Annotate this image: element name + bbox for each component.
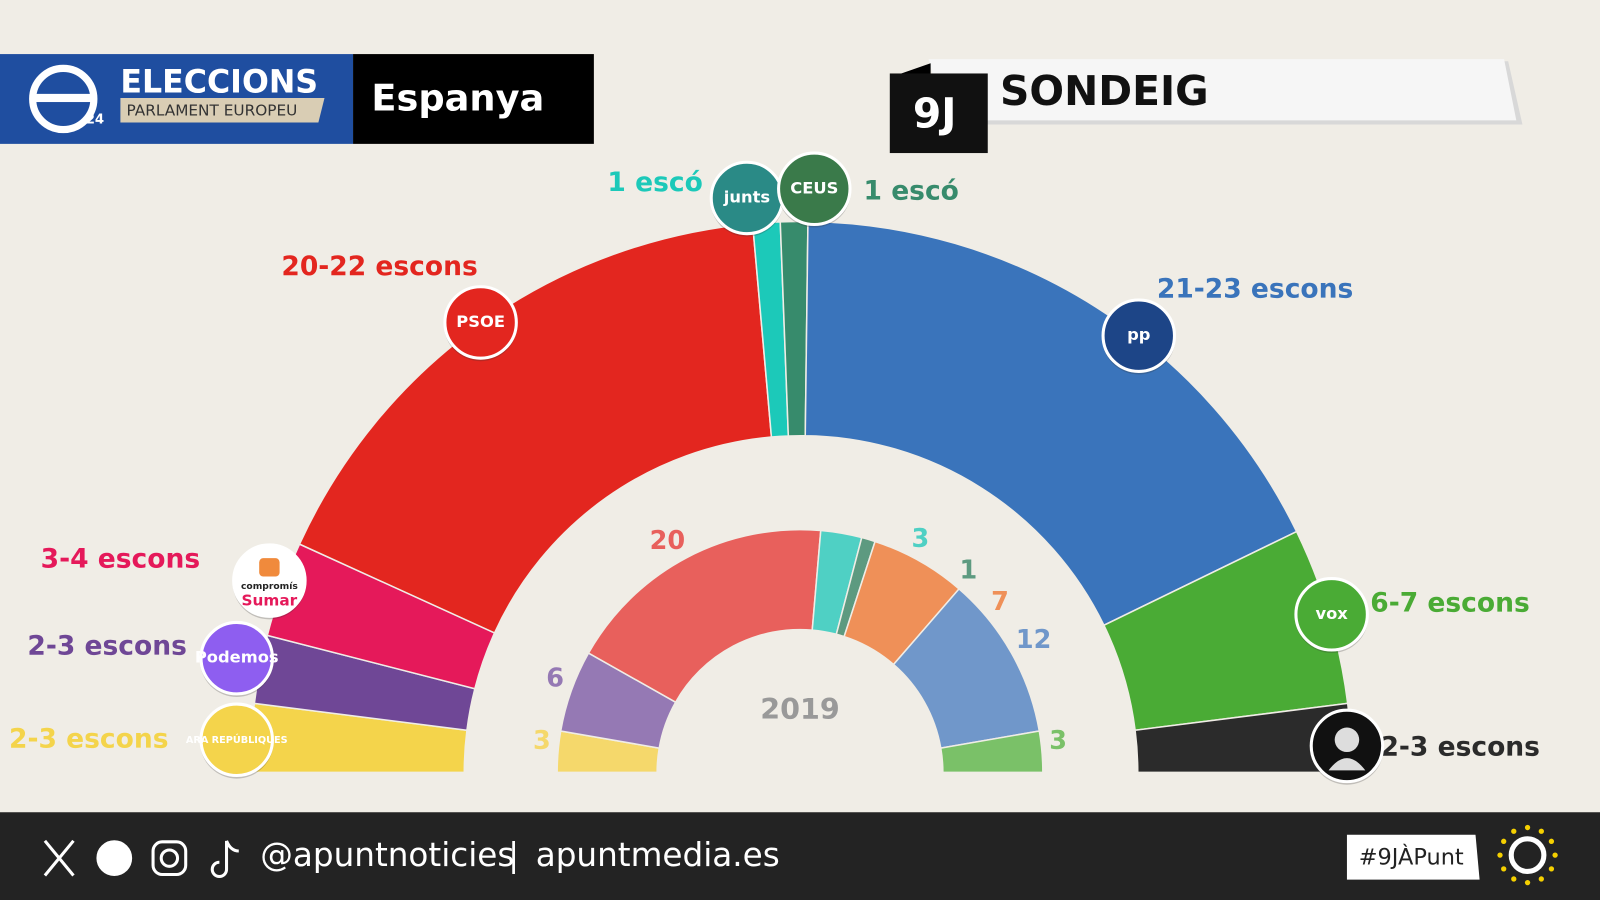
seat-label: 3 bbox=[912, 524, 930, 554]
heading-band bbox=[928, 59, 1517, 121]
seat-label: 3-4 escons bbox=[41, 544, 201, 575]
party-logo-icon bbox=[259, 558, 280, 577]
header-title: ELECCIONS bbox=[120, 65, 318, 101]
seat-label: 3 bbox=[533, 726, 551, 756]
party-logo bbox=[232, 543, 307, 618]
hashtag-box bbox=[1346, 834, 1480, 880]
country-band bbox=[353, 54, 594, 144]
eu-logo bbox=[1508, 836, 1547, 874]
party-logo bbox=[443, 285, 518, 360]
header-subtitle: PARLAMENT EUROPEU bbox=[127, 102, 298, 120]
party-logo-text: pp bbox=[1127, 325, 1150, 344]
footer-band bbox=[0, 812, 1600, 900]
subtitle-band bbox=[120, 97, 325, 123]
logo-bar bbox=[34, 93, 92, 103]
footer-separator: | bbox=[508, 836, 519, 874]
party-logo bbox=[1294, 577, 1369, 652]
seat-label: 3 bbox=[1049, 726, 1067, 756]
seat-label: 2-3 escons bbox=[1380, 731, 1539, 762]
eu-star bbox=[1501, 866, 1507, 872]
eu-star bbox=[1538, 876, 1544, 882]
party-logo-text: ARA REPÚBLIQUES bbox=[186, 733, 288, 746]
chart-area: 2-3 escons 2-3 escons 3-4 escons 20-22 esco… bbox=[9, 151, 1540, 785]
seat-label: 1 bbox=[959, 555, 977, 585]
logo-number: 24 bbox=[86, 112, 104, 127]
instagram-lens bbox=[159, 848, 180, 868]
chart-year: 2019 bbox=[760, 692, 840, 726]
eu-star bbox=[1524, 880, 1531, 886]
date: 9J bbox=[913, 89, 957, 137]
party-logo-figure bbox=[1328, 758, 1366, 771]
hashtag: #9JÀPunt bbox=[1359, 843, 1464, 871]
party-logo-text: Podemos bbox=[195, 648, 279, 667]
seat-label: 2-3 escons bbox=[9, 723, 169, 754]
seat-label: 1 escó bbox=[864, 175, 959, 206]
party-logo-figure bbox=[1334, 727, 1360, 753]
eu-star bbox=[1501, 838, 1507, 844]
eu-star bbox=[1552, 852, 1558, 858]
seat-label: 7 bbox=[991, 587, 1009, 617]
seat-label: 1 escó bbox=[607, 167, 702, 198]
footer-handle: @apuntnoticies bbox=[260, 836, 514, 874]
party-logo-text: PSOE bbox=[456, 312, 505, 331]
tiktok-icon bbox=[210, 840, 239, 879]
seat-label: 20 bbox=[650, 526, 686, 556]
seat-arc bbox=[804, 220, 1298, 627]
footer-website: apuntmedia.es bbox=[536, 836, 780, 874]
eu-star bbox=[1497, 852, 1503, 858]
eu-star bbox=[1524, 824, 1531, 831]
seat-arc bbox=[939, 730, 1044, 774]
x-icon bbox=[43, 839, 75, 877]
party-logo bbox=[199, 620, 274, 696]
party-logo-text: junts bbox=[723, 187, 770, 206]
eu-star bbox=[1548, 838, 1555, 844]
party-logo-text: compromís bbox=[241, 581, 298, 592]
social-icons bbox=[43, 839, 239, 879]
seat-label: 2-3 escons bbox=[27, 630, 187, 661]
seat-label: 21-23 escons bbox=[1157, 273, 1353, 304]
party-logo-text: CEUS bbox=[790, 178, 838, 197]
eu-star bbox=[1538, 828, 1544, 834]
seat-arc bbox=[587, 528, 822, 704]
facebook-icon bbox=[96, 840, 133, 877]
heading: SONDEIG bbox=[1000, 67, 1209, 115]
country: Espanya bbox=[371, 77, 544, 120]
party-logo bbox=[777, 151, 852, 227]
date-box bbox=[889, 73, 988, 154]
party-logo-text: vox bbox=[1315, 604, 1348, 623]
seat-label: 6-7 escons bbox=[1370, 588, 1530, 619]
seat-label: 6 bbox=[546, 664, 564, 694]
seat-label: 20-22 escons bbox=[281, 251, 477, 282]
eu-star bbox=[1511, 828, 1517, 834]
logo-ring bbox=[29, 64, 98, 134]
party-logo bbox=[199, 702, 274, 778]
eu-stars bbox=[1497, 824, 1558, 886]
party-logo bbox=[1101, 298, 1177, 373]
eu-star bbox=[1548, 866, 1555, 872]
party-logo-text: Sumar bbox=[242, 592, 298, 610]
eu-star bbox=[1511, 876, 1517, 882]
seat-label: 12 bbox=[1016, 625, 1051, 655]
instagram-icon bbox=[151, 840, 188, 877]
